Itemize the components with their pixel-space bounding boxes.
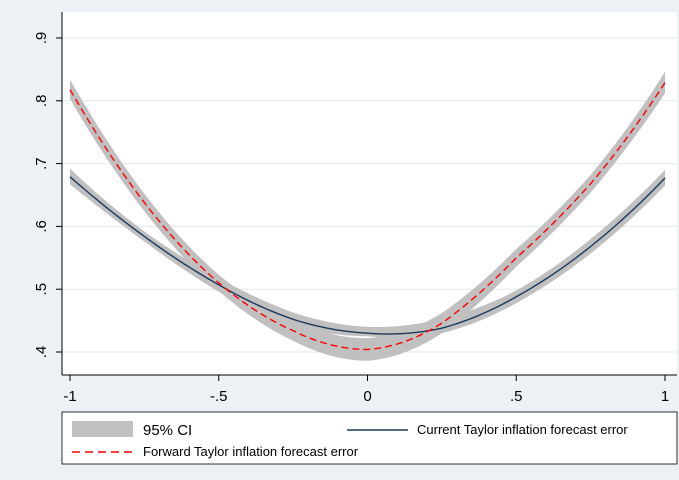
ci-band-2 <box>70 71 665 361</box>
legend-ci-swatch <box>72 421 133 437</box>
y-tick-label: .9 <box>33 32 50 45</box>
legend-forward-label: Forward Taylor inflation forecast error <box>143 444 359 459</box>
legend-current-label: Current Taylor inflation forecast error <box>417 422 628 437</box>
axes: .4 .5 .6 .7 .8 .9 -1 -.5 0 .5 1 <box>33 12 677 405</box>
series-lines <box>69 82 666 351</box>
legend: 95% CI Current Taylor inflation forecast… <box>61 411 678 465</box>
ci-band-1 <box>70 168 665 338</box>
confidence-bands <box>70 71 665 361</box>
x-tick-label: 1 <box>661 388 669 405</box>
y-tick-label: .8 <box>33 95 50 108</box>
legend-ci-label: 95% CI <box>143 422 192 439</box>
x-tick-label: .5 <box>510 388 523 405</box>
y-tick-label: .6 <box>33 220 50 233</box>
x-tick-label: -1 <box>63 388 76 405</box>
y-tick-label: .7 <box>33 157 50 170</box>
y-tick-label: .5 <box>33 283 50 296</box>
series-line-forward <box>69 82 666 351</box>
legend-box <box>61 411 678 465</box>
y-tick-label: .4 <box>33 346 50 359</box>
x-tick-label: -.5 <box>210 388 228 405</box>
x-tick-label: 0 <box>363 388 371 405</box>
series-line-current <box>69 176 666 335</box>
